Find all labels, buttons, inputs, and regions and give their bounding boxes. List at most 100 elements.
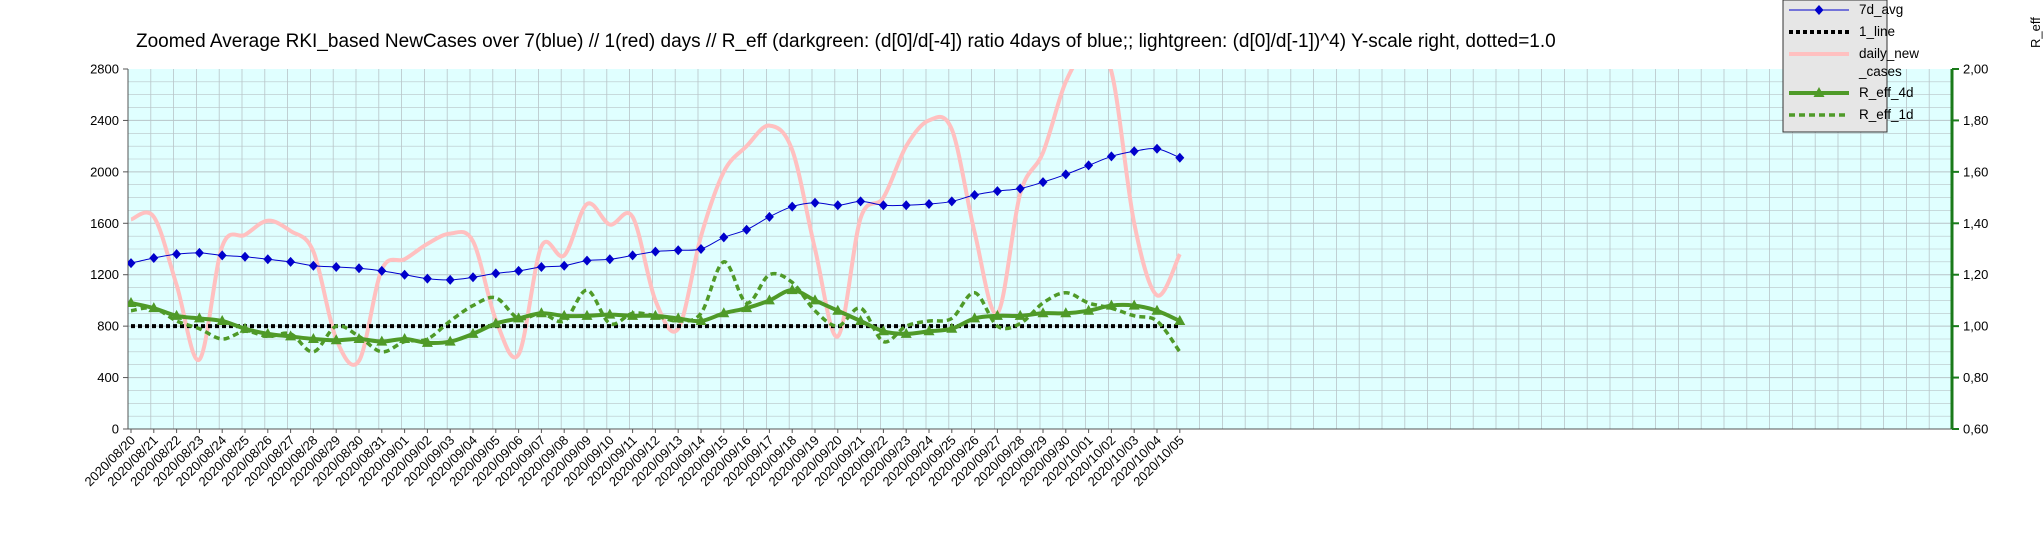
- legend-item-7d-avg: 7d_avg: [1789, 2, 1903, 17]
- data-point-triangle: [399, 333, 411, 343]
- data-point-diamond: [582, 255, 592, 266]
- y-tick-label: 400: [97, 370, 119, 385]
- data-point-diamond: [491, 268, 501, 279]
- data-point-diamond: [628, 250, 638, 261]
- chart-title: Zoomed Average RKI_based NewCases over 7…: [136, 31, 1556, 52]
- data-point-diamond: [468, 272, 478, 283]
- data-point-diamond: [1084, 160, 1094, 171]
- data-point-triangle: [171, 309, 183, 320]
- data-point-diamond: [970, 190, 980, 200]
- data-point-diamond: [354, 263, 364, 274]
- y-tick-label: 2000: [90, 164, 119, 179]
- data-point-diamond: [1129, 146, 1139, 157]
- legend-item-R-eff-4d: R_eff_4d: [1789, 85, 1914, 100]
- data-point-triangle: [239, 322, 251, 333]
- y2-axis-label: R_eff: [2028, 17, 2043, 48]
- y-tick-label: 1600: [90, 216, 119, 231]
- series-line: [130, 69, 1182, 367]
- y2-tick-label: 1,20: [1963, 267, 1988, 282]
- data-point-diamond: [719, 232, 729, 243]
- y2-tick-label: 1,00: [1963, 319, 1988, 334]
- y2-tick-label: 2,00: [1963, 62, 1988, 77]
- y-tick-label: 800: [97, 319, 119, 334]
- data-point-triangle: [832, 304, 844, 315]
- data-point-triangle: [991, 309, 1003, 320]
- data-point-diamond: [514, 265, 524, 276]
- data-point-triangle: [900, 327, 912, 338]
- y-tick-label: 2400: [90, 113, 119, 128]
- data-point-triangle: [695, 315, 707, 325]
- series-line: [130, 260, 1182, 354]
- data-point-triangle: [877, 325, 889, 336]
- data-point-diamond: [787, 201, 797, 212]
- data-point-triangle: [809, 294, 821, 305]
- data-point-triangle: [285, 330, 297, 341]
- legend-item-R-eff-1d: R_eff_1d: [1789, 107, 1914, 122]
- data-point-diamond: [605, 254, 615, 265]
- data-point-triangle: [1105, 299, 1117, 310]
- data-point-diamond: [696, 244, 706, 254]
- data-point-triangle: [786, 284, 798, 295]
- data-point-triangle: [1060, 307, 1072, 318]
- data-point-triangle: [490, 317, 502, 328]
- data-point-diamond: [1152, 143, 1162, 154]
- data-point-diamond: [422, 273, 432, 284]
- data-point-diamond: [833, 200, 843, 211]
- legend-label: R_eff_1d: [1859, 107, 1914, 122]
- data-point-triangle: [558, 309, 570, 320]
- data-point-triangle: [718, 307, 730, 318]
- data-point-diamond: [810, 197, 820, 208]
- data-point-diamond: [742, 224, 752, 235]
- data-point-diamond: [194, 247, 204, 258]
- y2-tick-label: 1,80: [1963, 113, 1988, 128]
- legend-label: 1_line: [1859, 24, 1895, 39]
- data-point-triangle: [923, 325, 935, 336]
- data-point-triangle: [741, 302, 753, 313]
- legend-marker-diamond: [1814, 5, 1824, 15]
- data-point-triangle: [330, 334, 342, 345]
- data-point-diamond: [992, 186, 1002, 197]
- data-point-triangle: [649, 309, 661, 320]
- data-point-triangle: [216, 315, 228, 325]
- data-point-triangle: [1083, 304, 1095, 315]
- data-point-triangle: [148, 302, 160, 313]
- legend-item-1-line: 1_line: [1789, 24, 1895, 39]
- y-tick-label: 0: [112, 422, 119, 437]
- data-point-diamond: [377, 265, 387, 276]
- data-point-triangle: [353, 333, 365, 343]
- y2-tick-label: 0,60: [1963, 422, 1988, 437]
- data-point-diamond: [901, 200, 911, 211]
- gridlines: [128, 69, 1953, 429]
- series-7d-avg: [128, 143, 1185, 285]
- data-point-triangle: [376, 335, 388, 346]
- data-point-diamond: [1061, 169, 1071, 180]
- legend: 7d_avg 1_line daily_new _cases R_eff_4d R_eff…: [1782, 0, 1919, 133]
- data-point-triangle: [193, 312, 205, 323]
- data-point-triangle: [763, 294, 775, 305]
- data-point-triangle: [1174, 315, 1186, 325]
- data-point-diamond: [536, 262, 546, 272]
- data-point-diamond: [947, 196, 957, 207]
- data-point-diamond: [1038, 177, 1048, 188]
- data-point-diamond: [1106, 151, 1116, 162]
- data-point-triangle: [513, 312, 525, 323]
- data-point-diamond: [924, 199, 934, 209]
- data-point-triangle: [946, 322, 958, 333]
- y-tick-label: 2800: [90, 62, 119, 77]
- data-point-diamond: [878, 200, 888, 211]
- data-point-diamond: [445, 274, 455, 285]
- data-point-diamond: [172, 249, 182, 260]
- legend-marker-triangle: [1813, 87, 1825, 97]
- data-point-triangle: [535, 307, 547, 318]
- data-point-diamond: [240, 251, 250, 262]
- y2-tick-label: 1,60: [1963, 164, 1988, 179]
- data-point-diamond: [263, 254, 273, 265]
- data-point-triangle: [969, 312, 981, 323]
- data-point-triangle: [1037, 307, 1049, 318]
- data-point-diamond: [400, 269, 410, 280]
- data-point-diamond: [128, 258, 136, 269]
- data-point-diamond: [1015, 183, 1025, 194]
- data-point-triangle: [627, 309, 639, 320]
- data-point-diamond: [673, 245, 683, 256]
